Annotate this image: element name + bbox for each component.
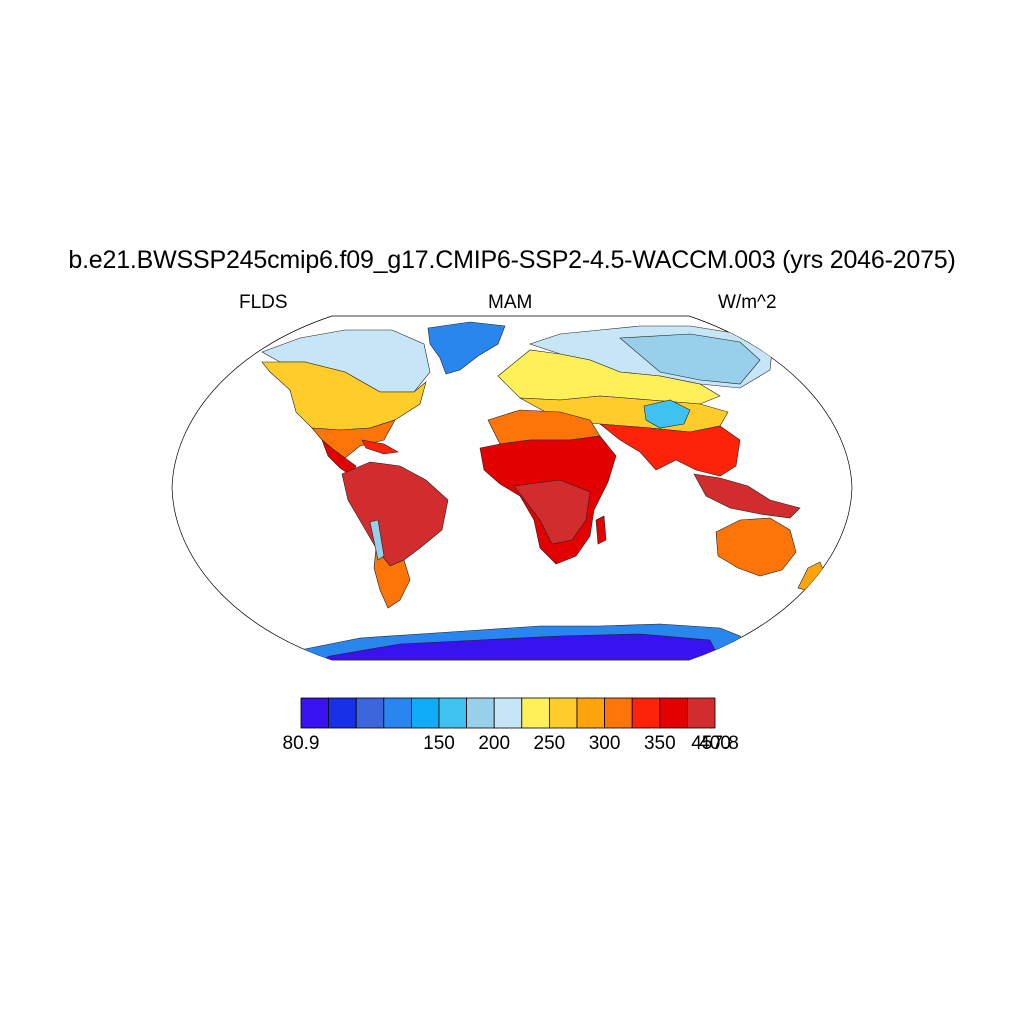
colorbar-tick-label: 80.9 xyxy=(282,733,320,754)
south-america-south xyxy=(373,547,411,609)
colorbar-swatch xyxy=(659,697,688,729)
colorbar-swatch xyxy=(383,697,412,729)
tibet-plateau xyxy=(643,399,691,429)
season-label: MAM xyxy=(488,292,533,313)
madagascar xyxy=(595,515,607,545)
units-label: W/m^2 xyxy=(718,292,777,313)
eurasia-siberia xyxy=(619,333,761,385)
asia-south xyxy=(599,423,741,477)
andes-strip xyxy=(369,519,385,561)
colorbar-tick-label: 350 xyxy=(643,733,676,754)
colorbar-tick-label: 250 xyxy=(533,733,566,754)
plot-title: b.e21.BWSSP245cmip6.f09_g17.CMIP6-SSP2-4… xyxy=(68,246,956,274)
colorbar-swatch xyxy=(686,697,716,729)
colorbar-swatch xyxy=(411,697,440,729)
australia xyxy=(715,517,797,577)
caribbean xyxy=(361,439,399,455)
antarctica-inner xyxy=(319,633,721,660)
colorbar-swatch xyxy=(300,697,330,729)
colorbar-swatch xyxy=(631,697,661,729)
colorbar-swatch xyxy=(604,697,633,729)
colorbar-tick-label: 400 xyxy=(699,733,731,754)
colorbar-tick-label: 200 xyxy=(478,733,511,754)
colorbar-swatch xyxy=(355,697,385,729)
colorbar-swatch xyxy=(493,697,523,729)
colorbar-tick-label: 150 xyxy=(423,733,455,754)
colorbar xyxy=(300,697,716,729)
colorbar-swatch xyxy=(521,697,550,729)
colorbar-swatch xyxy=(466,697,495,729)
greenland-region xyxy=(427,321,506,375)
colorbar-swatch xyxy=(438,697,468,729)
maritime-asia xyxy=(693,473,801,519)
africa-central xyxy=(513,479,591,545)
colorbar-swatch xyxy=(548,697,578,729)
variable-label: FLDS xyxy=(239,292,288,313)
colorbar-swatch xyxy=(328,697,357,729)
colorbar-swatch xyxy=(576,697,606,729)
colorbar-tick-label: 300 xyxy=(588,733,621,754)
colorbar-tick-label: 457.8 xyxy=(691,733,739,754)
south-america-main xyxy=(341,461,449,567)
